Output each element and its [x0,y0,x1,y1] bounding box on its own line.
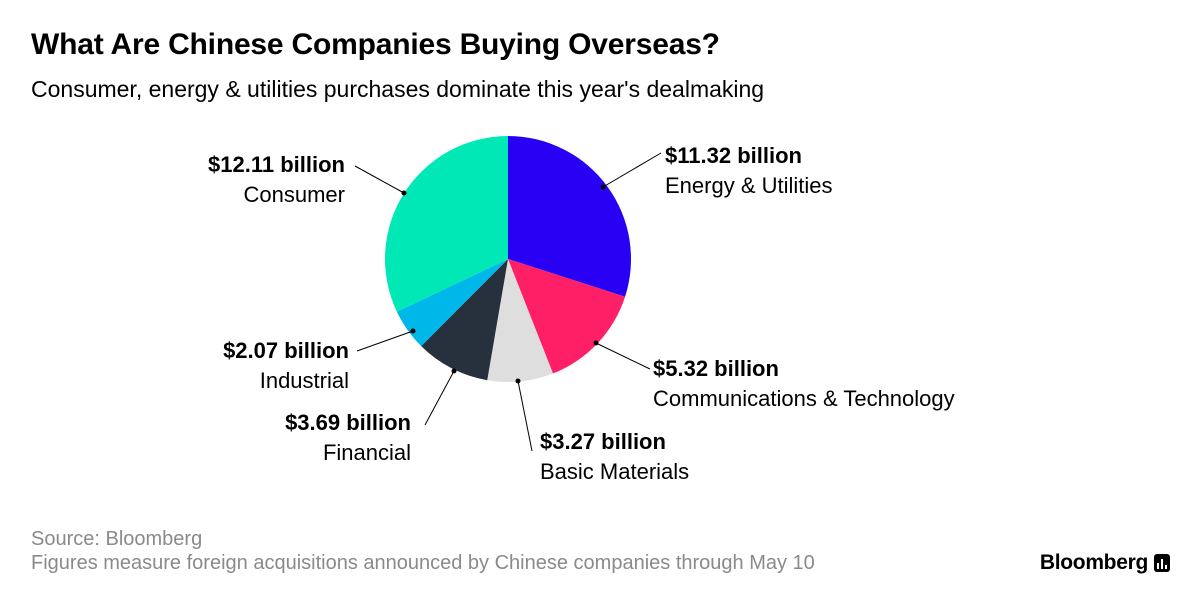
pie-slice-basic-materials [487,259,553,382]
slice-category-label: Consumer [244,182,345,207]
slice-value-label: $5.32 billion [653,356,779,381]
leader-dot [515,378,521,384]
slice-value-label: $2.07 billion [223,338,349,363]
slice-category-label: Energy & Utilities [665,173,833,198]
leader-dot [401,190,407,196]
chart-title: What Are Chinese Companies Buying Overse… [31,28,720,61]
slice-category-label: Financial [323,440,411,465]
leader-line [595,342,651,370]
bloomberg-terminal-icon [1154,554,1170,572]
slice-value-label: $3.69 billion [285,410,411,435]
slice-category-label: Basic Materials [540,459,689,484]
slice-value-label: $3.27 billion [540,429,666,454]
leader-dot [600,184,606,190]
slice-category-label: Communications & Technology [653,386,955,411]
slice-labels: $11.32 billion Energy & Utilities $5.32 bi… [208,143,955,484]
pie-slice-energy-utilities [508,136,632,297]
chart-subtitle: Consumer, energy & utilities purchases d… [31,76,765,102]
leader-lines [354,152,662,452]
leader-dot [593,340,599,346]
leader-line [356,330,414,352]
slice-value-label: $12.11 billion [208,152,345,177]
leader-line [602,152,662,188]
leader-line [354,165,405,194]
slice-category-label: Industrial [260,368,349,393]
footnote: Figures measure foreign acquisitions ann… [31,552,815,574]
pie-slice-financial [421,259,508,381]
brand-name: Bloomberg [1039,551,1148,574]
brand-logo: Bloomberg [1040,551,1170,575]
slice-value-label: $11.32 billion [665,143,802,168]
leader-line [424,370,455,426]
leader-dot [410,328,416,334]
pie-slice-consumer [384,136,508,312]
pie-slice-industrial [396,259,508,347]
pie-slices [384,136,632,382]
source-note: Source: Bloomberg [31,528,203,550]
leader-line [517,380,533,452]
leader-dot [451,368,457,374]
